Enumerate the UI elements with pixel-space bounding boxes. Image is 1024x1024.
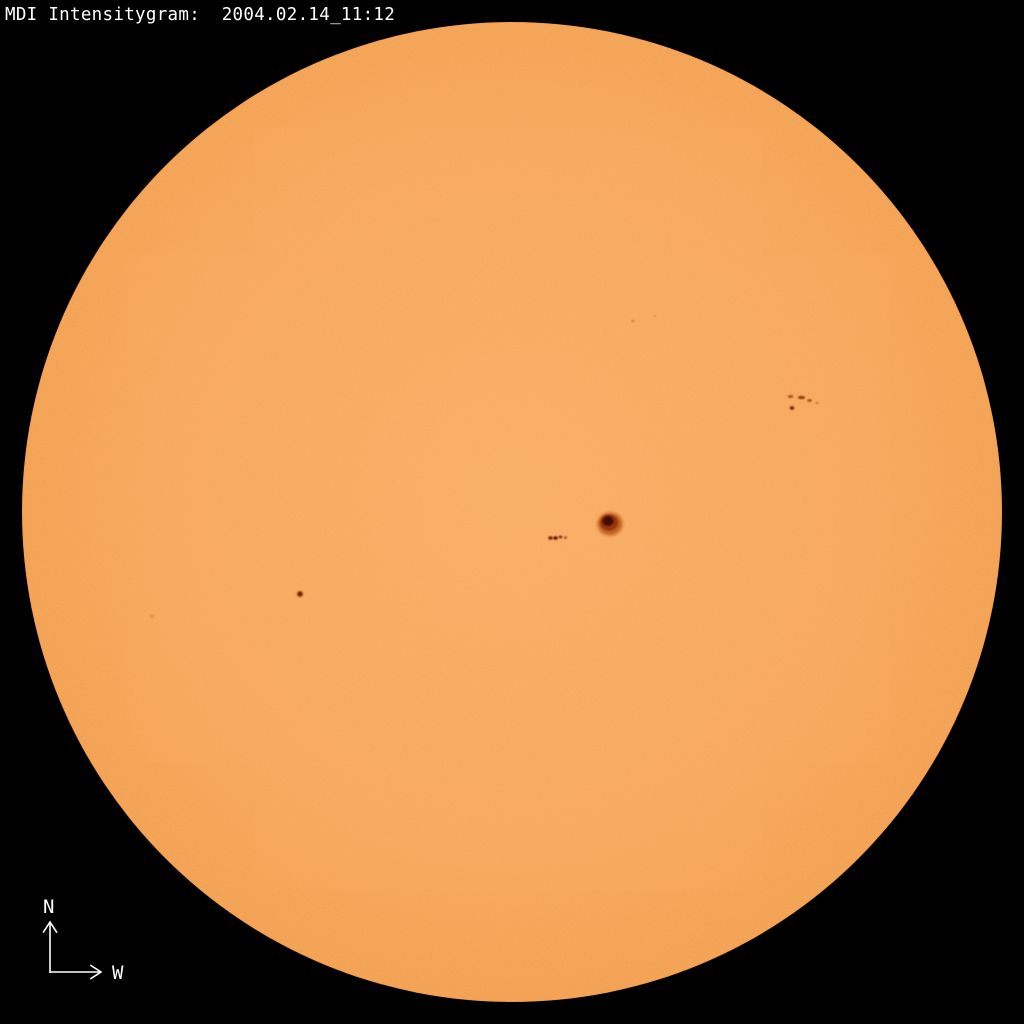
compass-west-arrowhead-icon: [89, 964, 103, 980]
right-limb-spot-2: [797, 395, 806, 400]
small-cluster-spot-3: [558, 535, 563, 539]
main-sunspot-umbra: [602, 516, 614, 526]
left-spot-core: [297, 591, 303, 597]
faint-pore-2: [653, 315, 657, 317]
right-limb-spot-3: [807, 399, 812, 402]
small-cluster-spot-2: [553, 536, 558, 540]
right-limb-spot-5: [815, 402, 819, 404]
compass-north-label: N: [43, 896, 54, 918]
compass-west-label: W: [112, 962, 124, 984]
right-limb-spot-4: [789, 406, 795, 410]
sunspots-group: [150, 315, 819, 618]
image-title: MDI Intensitygram: 2004.02.14_11:12: [5, 5, 396, 25]
small-cluster-spot-1: [548, 536, 553, 540]
right-limb-spot-1: [787, 395, 794, 398]
faint-pore-1: [631, 319, 635, 323]
compass-north-arrowhead-icon: [42, 920, 58, 934]
faint-pore-3: [150, 614, 154, 618]
small-cluster-spot-4: [564, 536, 567, 539]
